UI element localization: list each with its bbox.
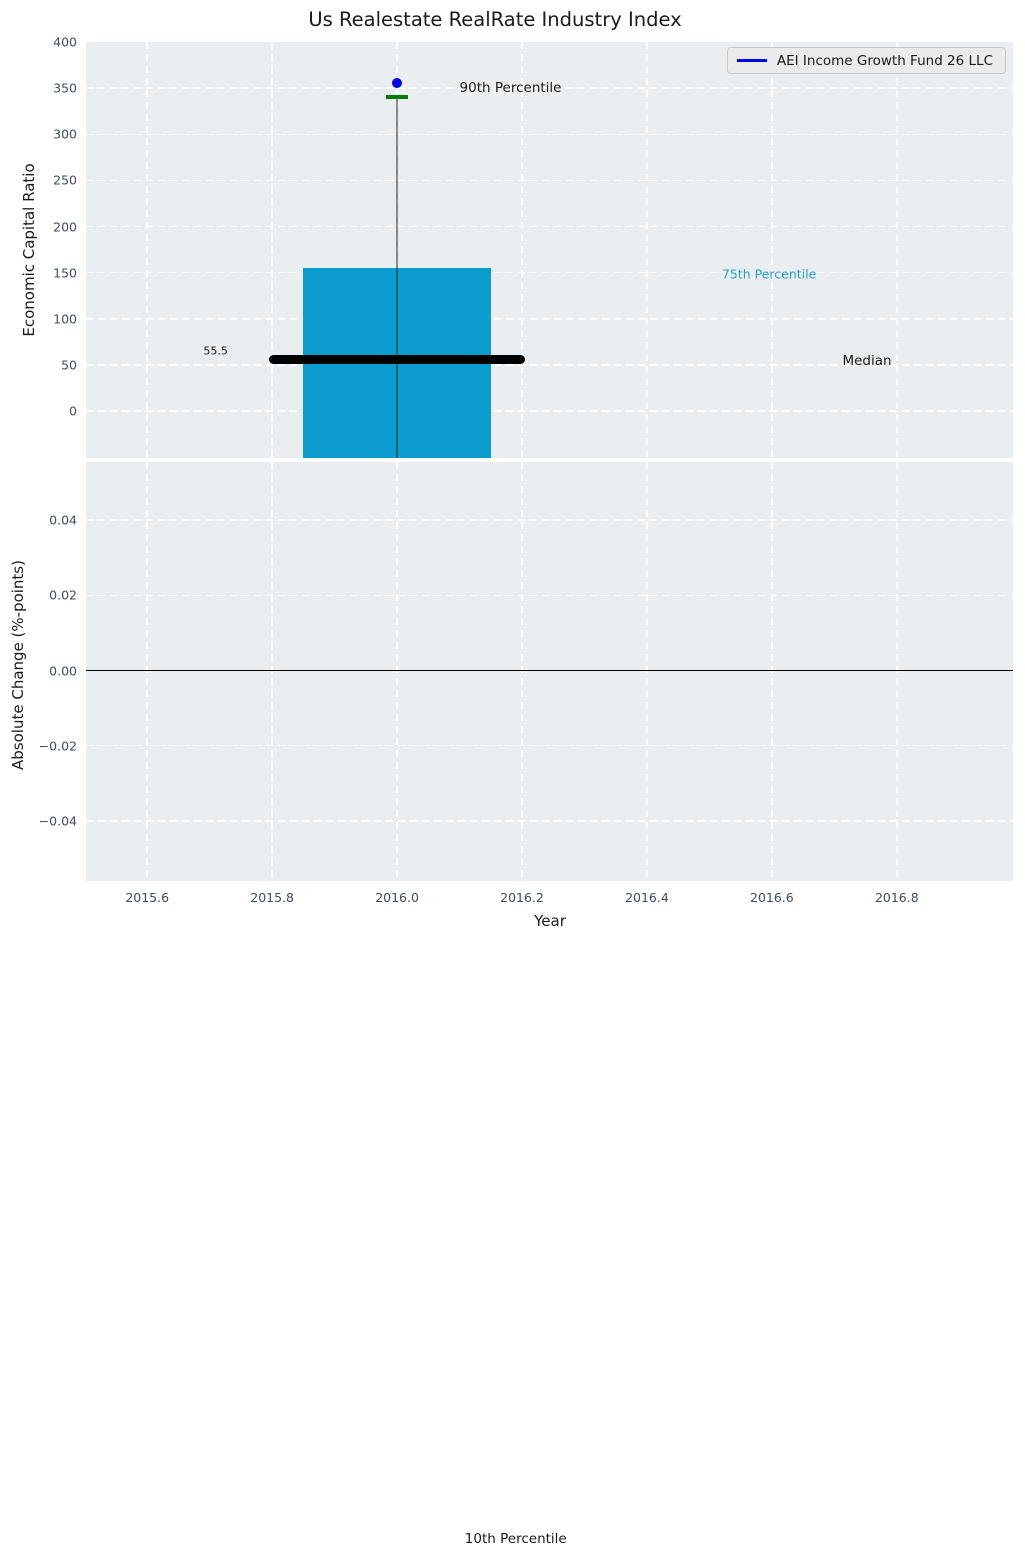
- gridline: [646, 462, 648, 881]
- gridline: [396, 462, 398, 881]
- legend: AEI Income Growth Fund 26 LLC: [726, 47, 1006, 74]
- fund-value-point: [392, 77, 403, 88]
- ytick-label: 150: [53, 265, 77, 281]
- y-axis-label-bottom: Absolute Change (%-points): [9, 560, 27, 770]
- gridline: [521, 42, 523, 458]
- gridline: [86, 519, 1013, 521]
- label-10th-percentile: 10th Percentile: [464, 1531, 567, 1548]
- x-axis-label: Year: [534, 912, 566, 930]
- ytick-label: −0.04: [38, 813, 77, 829]
- legend-entry-label: AEI Income Growth Fund 26 LLC: [776, 52, 993, 69]
- gridline: [521, 462, 523, 881]
- gridline: [896, 42, 898, 458]
- ytick-label: 0.02: [49, 587, 77, 603]
- plot-area-ax1: [86, 42, 1013, 458]
- ytick-label: 250: [53, 172, 77, 188]
- gridline: [86, 594, 1013, 597]
- gridline: [86, 225, 1013, 228]
- gridline: [86, 271, 1013, 274]
- gridline: [896, 462, 898, 881]
- gridline: [646, 42, 648, 458]
- legend-line-swatch-icon: [736, 59, 767, 62]
- chart-title: Us Realestate RealRate Industry Index: [308, 8, 682, 31]
- xtick-label: 2016.6: [750, 890, 794, 905]
- gridline: [86, 318, 1013, 320]
- label-90th-percentile: 90th Percentile: [459, 80, 562, 97]
- ytick-label: 0.00: [49, 663, 77, 679]
- gridline: [86, 820, 1013, 822]
- gridline: [86, 364, 1013, 366]
- ytick-label: 0: [69, 403, 77, 419]
- whisker-line: [396, 97, 399, 458]
- y-axis-label-top: Economic Capital Ratio: [20, 163, 38, 337]
- ytick-label: 50: [61, 357, 77, 373]
- gridline: [771, 462, 773, 881]
- gridline: [271, 42, 273, 458]
- xtick-label: 2016.8: [874, 890, 919, 905]
- xtick-label: 2016.2: [500, 890, 544, 905]
- xtick-label: 2016.4: [625, 890, 669, 905]
- plot-area-ax2: [86, 462, 1013, 881]
- gridline: [86, 133, 1013, 135]
- gridline: [86, 179, 1013, 182]
- ytick-label: 300: [53, 126, 77, 142]
- gridline: [146, 462, 148, 881]
- ytick-label: 400: [53, 34, 77, 50]
- ytick-label: 200: [53, 219, 77, 235]
- label-median: Median: [842, 353, 892, 370]
- gridline: [771, 42, 773, 458]
- gridline: [271, 462, 273, 881]
- gridline: [86, 744, 1013, 747]
- gridline: [86, 410, 1013, 412]
- percentile-90-cap: [386, 95, 408, 100]
- xtick-label: 2016.0: [375, 890, 419, 905]
- ytick-label: 350: [53, 80, 77, 96]
- label-75th-percentile: 75th Percentile: [721, 266, 817, 282]
- ytick-label: 100: [53, 311, 77, 327]
- gridline: [86, 87, 1013, 89]
- ytick-label: 0.04: [49, 512, 77, 528]
- gridline: [146, 42, 148, 458]
- zero-line: [86, 669, 1013, 672]
- ytick-label: −0.02: [38, 738, 77, 754]
- label-median-value: 55.5: [203, 344, 228, 358]
- median-line: [269, 355, 526, 365]
- xtick-label: 2015.8: [250, 890, 295, 905]
- xtick-label: 2015.6: [125, 890, 170, 905]
